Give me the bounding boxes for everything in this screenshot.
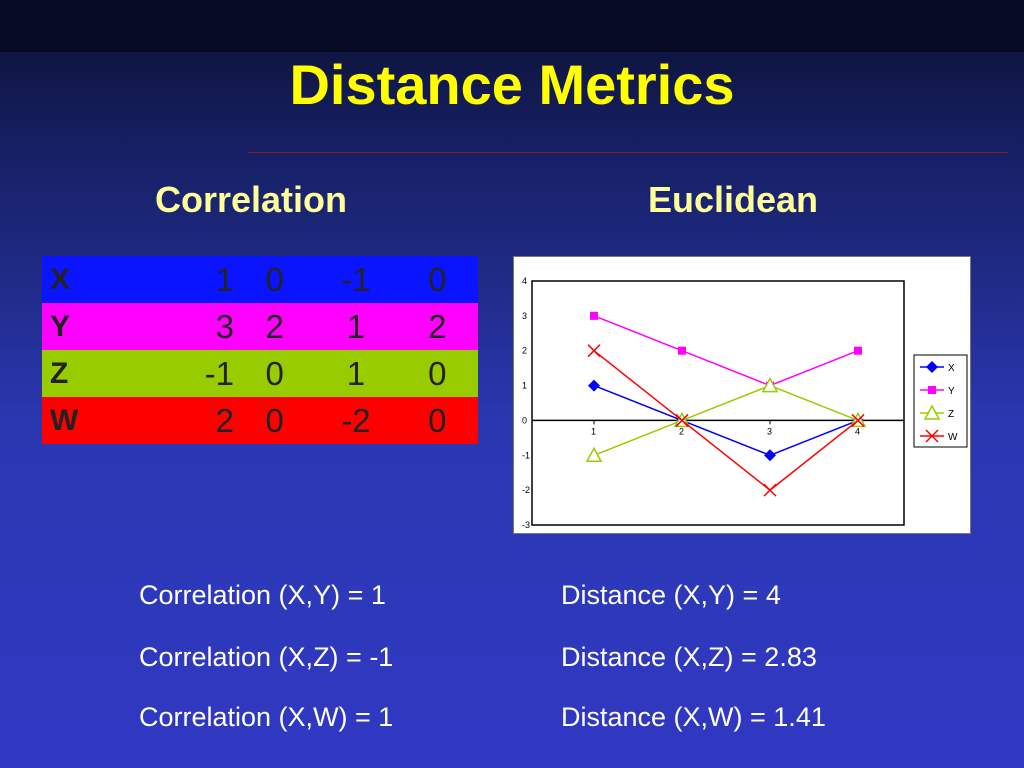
y-tick-label: -1	[522, 450, 530, 460]
y-tick-label: 3	[522, 311, 527, 321]
matrix-cell: 2	[265, 307, 284, 345]
x-tick-label: 1	[591, 426, 596, 436]
legend-marker	[925, 429, 939, 443]
y-tick-label: -2	[522, 485, 530, 495]
x-marker-stroke	[675, 413, 689, 427]
distance-stat: Distance (X,W) = 1.41	[561, 702, 826, 732]
matrix-cell: 2	[215, 401, 234, 439]
matrix-cell: 1	[346, 354, 366, 392]
x-tick-label: 3	[767, 426, 772, 436]
title-divider	[248, 152, 1008, 153]
plot-area-frame	[531, 280, 905, 526]
matrix-cell: 0	[265, 401, 284, 439]
correlation-stat: Correlation (X,Y) = 1	[139, 580, 386, 610]
matrix-cell: 1	[346, 307, 366, 345]
series-line-x	[593, 384, 859, 457]
correlation-stat: Correlation (X,W) = 1	[139, 702, 394, 732]
data-point-y	[590, 311, 598, 320]
data-point-x	[764, 449, 776, 462]
matrix-cell: 0	[265, 354, 284, 392]
correlation-heading: Correlation	[155, 179, 348, 220]
data-point-x	[588, 379, 600, 392]
matrix-cell: 0	[428, 260, 447, 298]
data-point-y	[678, 346, 686, 355]
data-point-w	[675, 413, 689, 427]
data-point-y	[854, 346, 862, 355]
data-point-z	[585, 446, 603, 463]
legend-marker	[928, 386, 936, 394]
matrix-cell: -1	[341, 260, 371, 298]
y-tick-label: 4	[522, 276, 527, 286]
y-tick-label: 2	[522, 346, 527, 356]
legend-label: Y	[948, 386, 955, 397]
matrix-row-y: Y 3 2 1 2	[42, 303, 478, 350]
matrix-cell: -1	[204, 354, 234, 392]
data-point-z	[761, 376, 779, 393]
data-point-w	[763, 483, 777, 497]
x-marker-stroke	[851, 413, 865, 427]
top-band	[0, 0, 1024, 52]
legend-box	[913, 354, 968, 448]
legend-label: W	[948, 432, 958, 443]
row-label: W	[50, 403, 79, 437]
x-marker-stroke	[587, 344, 601, 358]
row-label: Z	[50, 356, 69, 390]
y-tick-label: 0	[522, 415, 527, 425]
x-tick-label: 4	[855, 426, 860, 436]
matrix-row-x: X 1 0 -1 0	[42, 256, 478, 303]
matrix-row-z: Z -1 0 1 0	[42, 350, 478, 397]
y-tick-label: -3	[522, 520, 530, 530]
x-marker-stroke	[763, 483, 777, 497]
matrix-cell: 3	[215, 307, 234, 345]
line-chart: 4 3 2 1 0 -1 -2 -3 1 2 3 4 X Y Z W	[513, 256, 971, 534]
slide-title: Distance Metrics	[289, 53, 735, 116]
legend-marker	[923, 404, 941, 420]
legend-label: Z	[948, 409, 954, 420]
data-point-w	[587, 344, 601, 358]
row-label: Y	[50, 309, 71, 343]
distance-stat: Distance (X,Z) = 2.83	[561, 642, 817, 672]
legend-marker	[926, 361, 938, 373]
x-tick-label: 2	[679, 426, 684, 436]
x-marker-stroke	[925, 429, 939, 443]
euclidean-heading: Euclidean	[648, 179, 819, 220]
matrix-cell: 1	[215, 260, 234, 298]
series-line-y	[593, 315, 859, 387]
y-tick-label: 1	[522, 381, 527, 391]
data-point-w	[851, 413, 865, 427]
legend-label: X	[948, 363, 955, 374]
matrix-cell: -2	[341, 401, 371, 439]
correlation-stat: Correlation (X,Z) = -1	[139, 642, 394, 672]
matrix-cell: 2	[428, 307, 447, 345]
series-line-w	[593, 350, 859, 492]
distance-stat: Distance (X,Y) = 4	[561, 580, 781, 610]
line-chart-svg: 4 3 2 1 0 -1 -2 -3 1 2 3 4 X Y Z W	[522, 276, 968, 530]
row-label: X	[50, 262, 71, 296]
matrix-row-w: W 2 0 -2 0	[42, 397, 478, 444]
matrix-cell: 0	[265, 260, 284, 298]
series-line-z	[593, 384, 859, 456]
matrix-cell: 0	[428, 401, 447, 439]
data-matrix: X 1 0 -1 0 Y 3 2 1 2 Z -1 0 1 0 W 2 0 -2…	[42, 256, 478, 444]
matrix-cell: 0	[428, 354, 447, 392]
